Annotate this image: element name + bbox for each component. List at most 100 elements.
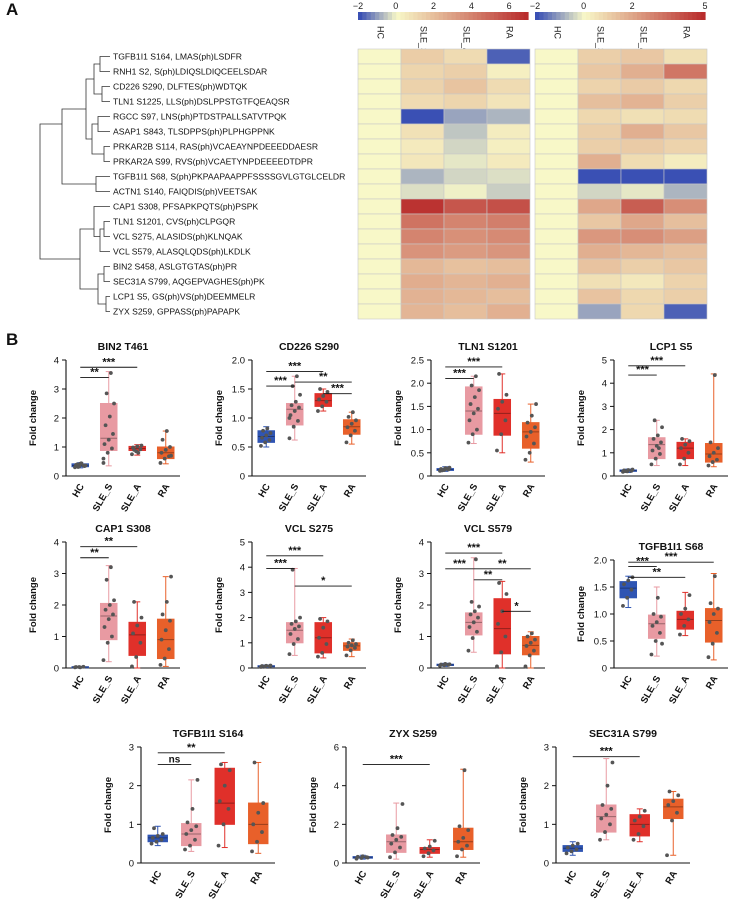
data-point bbox=[131, 631, 135, 636]
heatmap-row-label: TLN1 S1225, LLS(ph)DSLPPSTGTFQEAQSR bbox=[113, 97, 290, 107]
data-point bbox=[641, 824, 646, 829]
significance-label: *** bbox=[331, 383, 345, 395]
y-tick-label: 5 bbox=[602, 356, 607, 367]
data-point bbox=[267, 438, 272, 442]
data-point bbox=[682, 456, 687, 461]
y-axis-label: Fold change bbox=[576, 390, 587, 446]
data-point bbox=[350, 410, 355, 415]
box-ra bbox=[156, 574, 175, 667]
heatmap-cell bbox=[486, 93, 531, 110]
heatmap-cell bbox=[620, 228, 665, 245]
data-point bbox=[320, 650, 325, 655]
heatmap-cell bbox=[486, 168, 531, 185]
box-ra bbox=[453, 768, 474, 859]
heatmap-cell bbox=[443, 183, 488, 200]
heatmap-cell bbox=[620, 288, 665, 305]
y-tick-label: 1 bbox=[602, 448, 607, 459]
data-point bbox=[524, 434, 529, 439]
dendrogram bbox=[39, 56, 110, 312]
y-tick-label: 0 bbox=[334, 859, 339, 870]
heatmap-row-label: VCL S275, ALASIDS(ph)KLNQAK bbox=[113, 232, 243, 242]
data-point bbox=[78, 665, 83, 670]
data-point bbox=[523, 664, 528, 669]
box-sle-a bbox=[214, 761, 235, 849]
heatmap-cell bbox=[620, 123, 665, 140]
plot-title: TLN1 S1201 bbox=[458, 341, 518, 353]
data-point bbox=[475, 427, 479, 432]
data-point bbox=[250, 849, 254, 854]
data-point bbox=[666, 803, 671, 807]
data-point bbox=[715, 457, 719, 462]
colorbar-1: −2 0 2 4 6 bbox=[353, 1, 529, 20]
colorbar-segment bbox=[662, 12, 668, 20]
data-point bbox=[108, 565, 113, 570]
data-point bbox=[296, 419, 300, 423]
colorbar-segment bbox=[387, 12, 393, 20]
data-point bbox=[400, 802, 405, 806]
box-iqr bbox=[181, 823, 202, 847]
boxplot-11: SEC31A S799 0 1 2 3 Fold change HC SLE_S SLE_A RA… bbox=[518, 728, 690, 901]
data-point bbox=[653, 456, 658, 461]
data-point bbox=[706, 463, 711, 468]
data-point bbox=[102, 625, 107, 629]
colorbar-segment bbox=[637, 12, 642, 20]
colorbar-segment bbox=[434, 12, 440, 20]
heatmap-cell bbox=[577, 228, 622, 245]
heatmap-cell bbox=[357, 288, 402, 305]
data-point bbox=[268, 663, 273, 668]
heatmap-cell bbox=[620, 138, 665, 155]
heatmap-cell bbox=[486, 48, 531, 65]
heatmap-cell bbox=[443, 243, 488, 260]
data-point bbox=[219, 762, 223, 767]
heatmap-cell bbox=[443, 78, 488, 95]
data-point bbox=[101, 461, 106, 465]
data-point bbox=[670, 818, 674, 823]
heatmap-cell bbox=[357, 243, 402, 260]
colorbar-segment bbox=[577, 12, 583, 20]
heatmap-row-label: ASAP1 S843, TLSDPPS(ph)PLPHGPPNK bbox=[113, 127, 275, 137]
significance-label: ** bbox=[319, 371, 328, 383]
data-point bbox=[447, 465, 452, 470]
heatmap-cell bbox=[400, 303, 445, 320]
dendrogram-branch bbox=[85, 78, 94, 140]
y-axis-label: Fold change bbox=[214, 577, 225, 633]
y-tick-label: 1 bbox=[544, 820, 549, 831]
data-point bbox=[497, 581, 501, 585]
dendrogram-branch bbox=[103, 146, 110, 162]
heatmap-cell bbox=[577, 303, 622, 320]
data-point bbox=[106, 437, 111, 442]
data-point bbox=[390, 833, 395, 837]
colorbar-segment bbox=[573, 12, 579, 20]
colorbar-segment bbox=[671, 12, 676, 20]
x-tick-label: HC bbox=[435, 674, 451, 692]
y-tick-label: 2 bbox=[240, 613, 245, 624]
plot-title: VCL S275 bbox=[285, 523, 333, 535]
data-point bbox=[354, 418, 358, 423]
significance-label: *** bbox=[102, 356, 116, 368]
heatmap-cell bbox=[577, 153, 622, 170]
y-tick-label: 0 bbox=[602, 664, 607, 675]
data-point bbox=[471, 620, 476, 625]
data-point bbox=[467, 625, 472, 629]
data-point bbox=[111, 612, 115, 617]
x-tick-label: SLE_A bbox=[484, 674, 509, 706]
data-point bbox=[365, 855, 370, 860]
heatmap-cell bbox=[400, 273, 445, 290]
data-point bbox=[660, 425, 664, 430]
data-point bbox=[600, 803, 605, 807]
data-point bbox=[630, 467, 635, 472]
heatmap-cell bbox=[357, 303, 402, 320]
heatmap-cell bbox=[486, 108, 531, 125]
data-point bbox=[345, 425, 350, 430]
significance-label: *** bbox=[636, 364, 650, 376]
y-tick-label: 1 bbox=[419, 632, 424, 643]
data-point bbox=[475, 629, 479, 634]
colorbar-segment bbox=[688, 12, 693, 20]
colorbar-segment bbox=[451, 12, 457, 20]
heatmap-cell bbox=[577, 198, 622, 215]
heatmap-cell bbox=[400, 153, 445, 170]
box-sle-a bbox=[676, 591, 695, 637]
data-point bbox=[321, 394, 326, 398]
data-point bbox=[706, 655, 711, 660]
data-point bbox=[623, 469, 627, 474]
